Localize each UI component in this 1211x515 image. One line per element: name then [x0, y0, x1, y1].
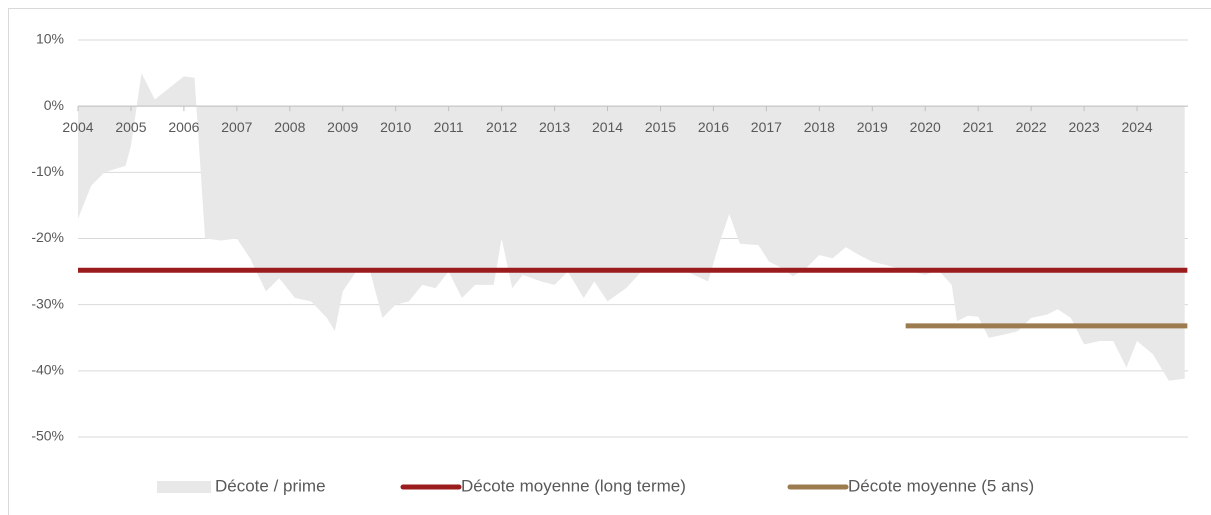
x-tick-label: 2015 — [645, 119, 676, 135]
x-tick-label: 2017 — [751, 119, 782, 135]
plot-area: 10% 0% -10% -20% -30% -40% -50% 2004 2005 2006 200… — [31, 31, 1188, 444]
y-tick-label: -40% — [31, 362, 64, 378]
legend-label: Décote moyenne (long terme) — [461, 476, 686, 495]
x-tick-label: 2007 — [221, 119, 252, 135]
x-tick-label: 2008 — [274, 119, 305, 135]
x-tick-label: 2004 — [62, 119, 93, 135]
x-tick-label: 2012 — [486, 119, 517, 135]
y-tick-label: 10% — [36, 31, 64, 47]
y-tick-label: 0% — [44, 97, 64, 113]
x-tick-label: 2013 — [539, 119, 570, 135]
legend-label: Décote / prime — [215, 476, 326, 495]
x-tick-label: 2023 — [1069, 119, 1100, 135]
legend: Décote / prime Décote moyenne (long terme… — [157, 476, 1034, 495]
legend-swatch — [157, 481, 211, 493]
x-tick-label: 2010 — [380, 119, 411, 135]
x-tick-label: 2018 — [804, 119, 835, 135]
axes: 10% 0% -10% -20% -30% -40% -50% 2004 2005 2006 200… — [31, 31, 1188, 444]
x-tick-label: 2022 — [1016, 119, 1047, 135]
series-layer — [78, 73, 1188, 381]
x-tick-label: 2021 — [963, 119, 994, 135]
legend-label: Décote moyenne (5 ans) — [848, 476, 1034, 495]
x-tick-label: 2006 — [168, 119, 199, 135]
x-tick-label: 2014 — [592, 119, 623, 135]
x-tick-label: 2016 — [698, 119, 729, 135]
y-tick-label: -20% — [31, 229, 64, 245]
area — [78, 73, 1185, 381]
chart-frame — [8, 8, 1211, 515]
x-tick-label: 2019 — [857, 119, 888, 135]
x-tick-label: 2020 — [910, 119, 941, 135]
y-tick-label: -10% — [31, 163, 64, 179]
y-tick-label: -30% — [31, 295, 64, 311]
x-tick-label: 2011 — [434, 119, 464, 135]
x-tick-label: 2005 — [115, 119, 146, 135]
y-tick-label: -50% — [31, 428, 64, 444]
x-tick-label: 2009 — [327, 119, 358, 135]
x-tick-label: 2024 — [1121, 119, 1152, 135]
